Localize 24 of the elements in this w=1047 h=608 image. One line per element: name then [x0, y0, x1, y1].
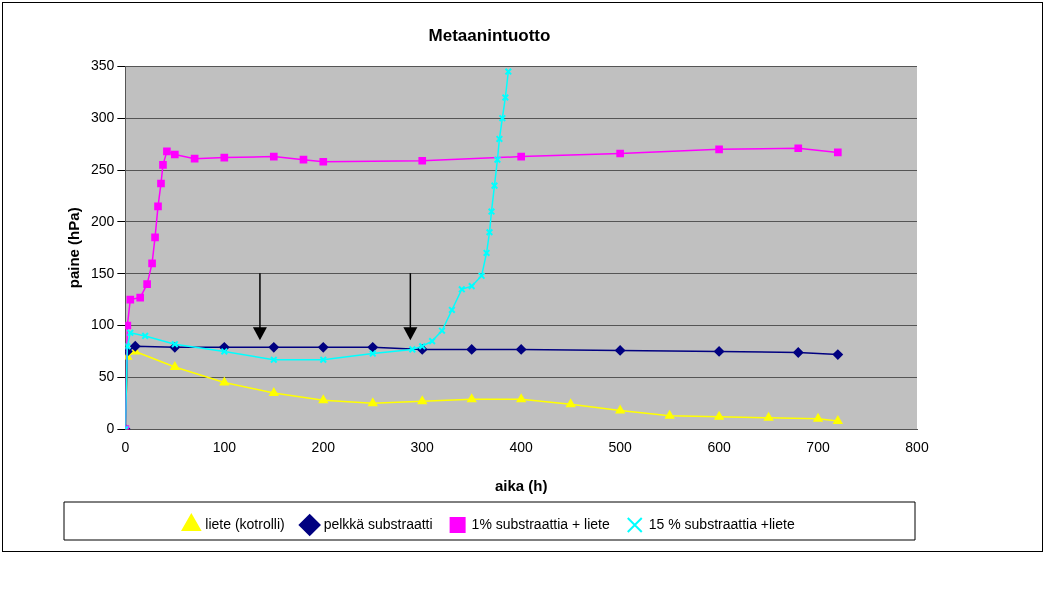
y-tick-label: 250 — [91, 160, 115, 177]
y-tick-label: 300 — [91, 109, 115, 126]
x-tick-label: 200 — [311, 439, 336, 456]
x-tick-label: 500 — [608, 439, 633, 456]
x-tick-label: 400 — [509, 439, 534, 456]
x-tick-label: 300 — [410, 439, 435, 456]
y-tick-label: 0 — [106, 420, 115, 437]
x-tick-label: 0 — [121, 439, 130, 456]
legend-label: 1% substraattia + liete — [471, 515, 610, 532]
x-tick-label: 700 — [806, 439, 830, 456]
y-tick-label: 50 — [98, 368, 115, 385]
y-tick-label: 100 — [91, 316, 115, 333]
y-tick-label: 350 — [91, 57, 115, 74]
chart-title: Metaanintuotto — [428, 25, 551, 45]
x-tick-label: 600 — [707, 439, 731, 456]
x-axis-title: aika (h) — [494, 477, 548, 495]
y-tick-label: 150 — [91, 264, 115, 281]
y-tick-label: 200 — [91, 212, 115, 229]
legend-label: 15 % substraattia +liete — [648, 515, 795, 532]
x-tick-label: 100 — [212, 439, 237, 456]
x-tick-label: 800 — [905, 439, 929, 456]
legend-label: liete (kotrolli) — [205, 515, 285, 532]
legend-label: pelkkä substraatti — [323, 515, 433, 532]
y-axis-title: paine (hPa) — [65, 207, 83, 289]
